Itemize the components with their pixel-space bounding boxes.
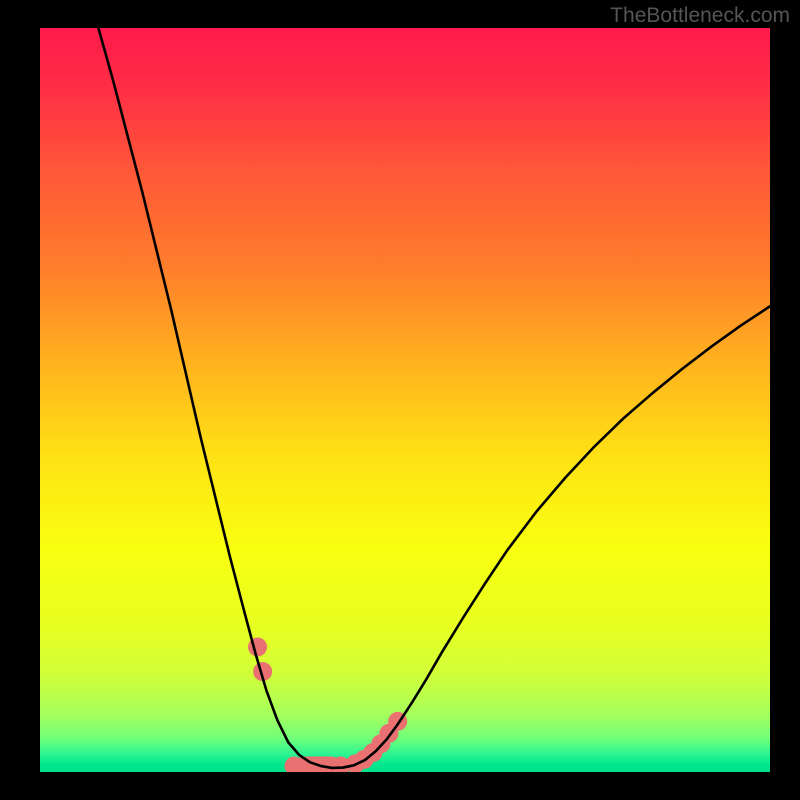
watermark-text: TheBottleneck.com [610, 4, 790, 28]
bottleneck-chart-svg [0, 0, 800, 800]
chart-stage: TheBottleneck.com [0, 0, 800, 800]
plot-background [40, 28, 770, 772]
